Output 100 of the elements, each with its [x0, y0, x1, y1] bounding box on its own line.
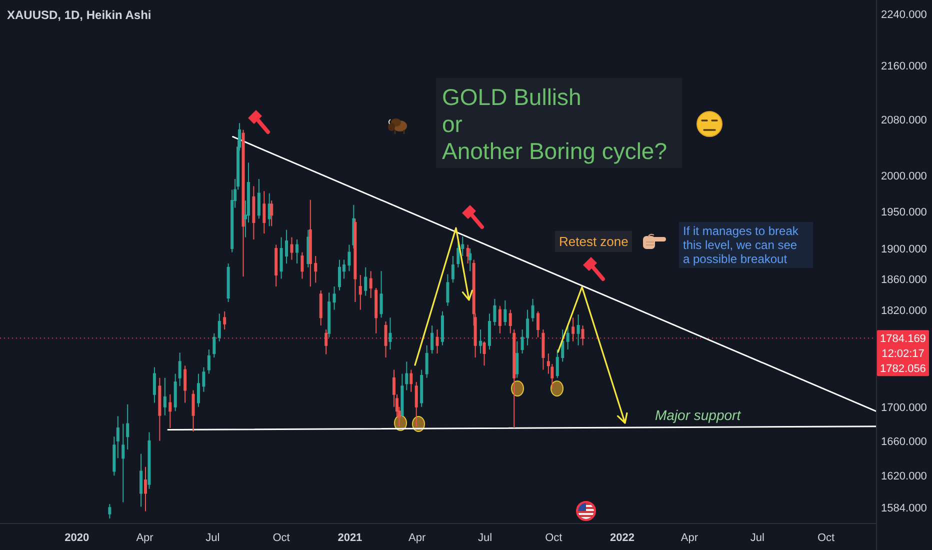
y-tick-label: 1900.000 [881, 243, 927, 256]
candlestick [295, 238, 298, 264]
candlestick [126, 404, 130, 450]
candlestick [144, 466, 148, 512]
candlestick [384, 321, 388, 358]
annotation: Retest zone [559, 234, 628, 249]
y-tick-label: 2000.000 [881, 170, 927, 182]
candlestick [223, 310, 226, 330]
y-tick-label: 1660.000 [881, 436, 927, 448]
candlestick [451, 255, 454, 284]
candlestick [112, 436, 116, 476]
candlestick [436, 328, 439, 354]
candlestick [257, 178, 260, 220]
candlestick [561, 328, 564, 362]
candlestick [108, 504, 112, 519]
candlestick [242, 129, 245, 277]
candlestick [482, 340, 486, 366]
candlestick [152, 366, 156, 404]
candlestick [174, 373, 177, 412]
x-tick-label: Apr [680, 532, 698, 544]
candlestick [308, 199, 312, 287]
candlestick [479, 328, 482, 354]
y-tick-label: 1584.000 [881, 502, 927, 515]
annotation: Major support [655, 407, 742, 423]
x-tick-label: Oct [272, 532, 290, 544]
y-tick-label: 1860.000 [881, 274, 927, 286]
candlestick [122, 423, 125, 503]
candlestick [252, 186, 256, 240]
candlestick [285, 229, 288, 264]
candlestick [380, 270, 383, 318]
candlestick [374, 288, 378, 334]
text: 1782.056 [880, 363, 926, 376]
candlestick [526, 309, 530, 346]
candlestick [493, 298, 496, 326]
candlestick [218, 313, 221, 342]
candlestick [290, 236, 294, 260]
x-tick-label: Jul [206, 532, 220, 544]
candlestick [430, 325, 434, 354]
x-tick-label: Jul [478, 532, 492, 544]
x-tick-label: Oct [545, 532, 562, 544]
candlestick [556, 348, 559, 378]
candlestick [581, 325, 584, 346]
candlestick [358, 274, 362, 310]
candlestick [196, 373, 200, 408]
y-tick-label: 1620.000 [881, 470, 927, 483]
candlestick [468, 248, 472, 272]
candlestick [202, 366, 206, 392]
candlestick [516, 340, 519, 378]
text: 12:02:17 [882, 348, 924, 360]
x-tick-label: 2022 [610, 532, 635, 544]
y-tick-label: 1700.000 [881, 402, 927, 414]
candlestick [425, 344, 428, 378]
candlestick [504, 300, 507, 326]
y-tick-label: 2080.000 [881, 114, 927, 127]
candlestick [572, 317, 575, 342]
candlestick [531, 298, 534, 322]
candlestick [140, 453, 143, 508]
candlestick [328, 292, 331, 338]
candlestick [542, 328, 545, 370]
candlestick [324, 328, 328, 355]
candlestick [306, 229, 310, 268]
candlestick [400, 373, 404, 418]
candlestick [466, 244, 470, 264]
candlestick [192, 390, 195, 432]
candlestick [274, 244, 278, 287]
x-tick-label: Apr [408, 532, 426, 544]
candlestick [414, 382, 418, 427]
candlestick [148, 432, 151, 490]
candlestick [364, 266, 368, 296]
candlestick [280, 236, 283, 280]
candlestick [338, 259, 342, 291]
candlestick [212, 332, 216, 358]
x-tick-label: Apr [136, 532, 154, 544]
annotation: If it manages to break this level, we can see a possible breakout [683, 224, 800, 266]
candlestick [446, 274, 450, 306]
x-tick-label: 2020 [64, 532, 90, 544]
candlestick [184, 365, 187, 404]
y-tick-label: 2240.000 [881, 8, 927, 21]
candlestick [536, 310, 540, 338]
x-tick-label: Jul [750, 532, 764, 544]
candlestick [388, 317, 392, 350]
candlestick [314, 255, 318, 284]
y-tick-label: 1950.000 [881, 206, 927, 218]
text: XAUUSD, 1D, Heikin Ashi [7, 8, 152, 22]
candlestick [168, 394, 172, 429]
candlestick [354, 218, 357, 302]
candlestick [207, 348, 210, 374]
candlestick [163, 377, 166, 416]
candlestick [348, 244, 351, 272]
ref-line-label: 1784.169 [880, 333, 926, 346]
x-tick-label: 2021 [338, 532, 362, 544]
x-tick-label: Oct [817, 532, 835, 544]
candlestick [369, 270, 372, 299]
y-tick-label: 1820.000 [881, 304, 927, 317]
candlestick [332, 286, 336, 310]
candlestick [576, 314, 580, 346]
candlestick [262, 190, 266, 234]
annotation: GOLD Bullish or Another Boring cycle? [442, 84, 668, 164]
candlestick [300, 252, 304, 280]
candlestick [440, 310, 444, 346]
